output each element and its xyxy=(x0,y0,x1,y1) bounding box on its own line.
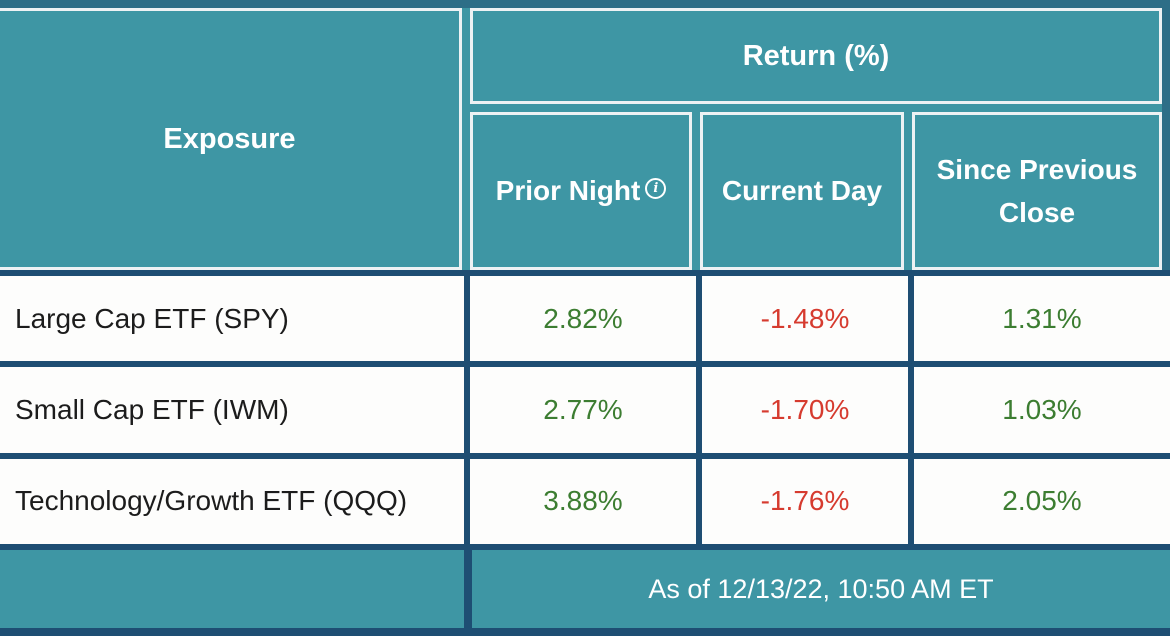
prior-night-label: Prior Night xyxy=(495,175,641,207)
qqq-current-day-value: -1.76% xyxy=(702,458,908,544)
table-footer: As of 12/13/22, 10:50 AM ET xyxy=(0,550,1170,636)
footer-vertical-divider xyxy=(464,550,472,628)
footer-empty-cell xyxy=(0,550,464,628)
return-percent-group-header: Return (%) xyxy=(470,8,1162,104)
sub-header-row: Prior Night i Current Day Since Previous… xyxy=(470,112,1162,270)
current-day-column-header: Current Day xyxy=(700,112,904,270)
qqq-since-previous-close-value: 2.05% xyxy=(914,458,1170,544)
qqq-prior-night-value: 3.88% xyxy=(470,458,696,544)
spy-since-previous-close-value: 1.31% xyxy=(914,276,1170,362)
row-label-iwm: Small Cap ETF (IWM) xyxy=(0,367,464,453)
as-of-timestamp: As of 12/13/22, 10:50 AM ET xyxy=(648,573,994,604)
return-header-group: Return (%) Prior Night i Current Day Sin… xyxy=(470,8,1162,270)
info-superscript[interactable]: i xyxy=(645,161,667,204)
iwm-since-previous-close-value: 1.03% xyxy=(914,367,1170,453)
table-header: Exposure Return (%) Prior Night i Curren… xyxy=(0,0,1170,270)
info-icon[interactable]: i xyxy=(645,178,667,200)
exposure-column-header: Exposure xyxy=(0,8,462,270)
row-label-spy: Large Cap ETF (SPY) xyxy=(0,276,464,362)
since-previous-close-column-header: Since Previous Close xyxy=(912,112,1162,270)
spy-prior-night-value: 2.82% xyxy=(470,276,696,362)
iwm-current-day-value: -1.70% xyxy=(702,367,908,453)
iwm-prior-night-value: 2.77% xyxy=(470,367,696,453)
table-body: Large Cap ETF (SPY) 2.82% -1.48% 1.31% S… xyxy=(0,270,1170,550)
spy-current-day-value: -1.48% xyxy=(702,276,908,362)
prior-night-column-header: Prior Night i xyxy=(470,112,692,270)
row-label-qqq: Technology/Growth ETF (QQQ) xyxy=(0,458,464,544)
